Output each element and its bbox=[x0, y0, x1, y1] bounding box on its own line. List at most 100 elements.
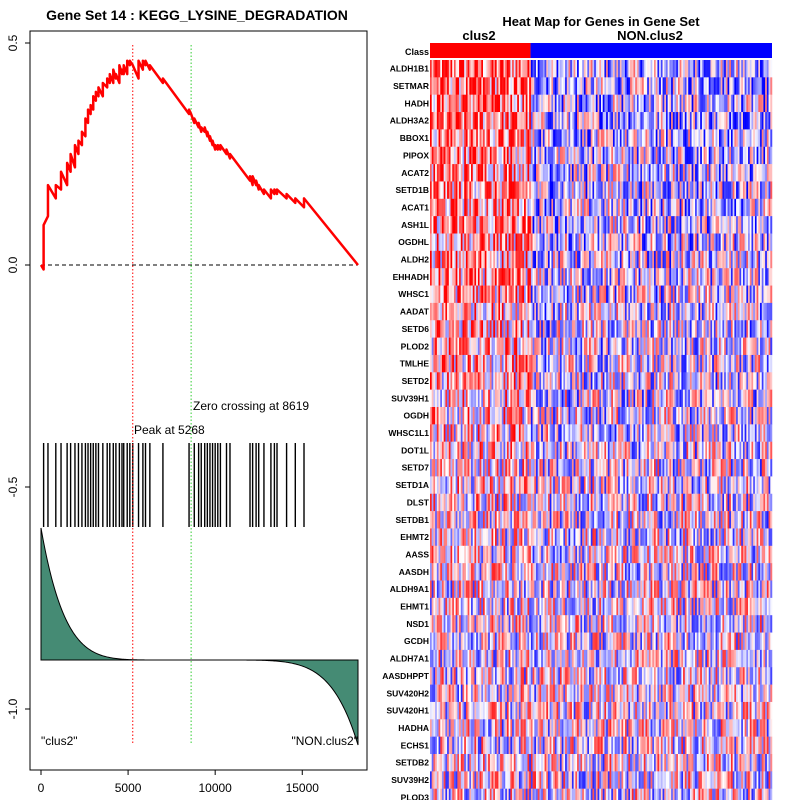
heat-cell bbox=[430, 94, 432, 113]
heat-cell bbox=[604, 164, 607, 182]
heat-cell bbox=[718, 77, 721, 95]
heat-cell bbox=[580, 198, 583, 217]
heat-cell bbox=[505, 285, 508, 304]
heat-cell bbox=[472, 337, 475, 356]
heat-cell bbox=[679, 372, 682, 390]
heat-cell bbox=[450, 320, 453, 338]
heat-cell bbox=[760, 389, 762, 408]
heat-cell bbox=[430, 129, 432, 147]
heat-cell bbox=[720, 60, 723, 78]
heat-cell bbox=[506, 424, 509, 442]
heat-cell bbox=[532, 198, 535, 217]
heat-cell bbox=[592, 250, 595, 269]
heat-cell bbox=[748, 285, 751, 304]
heat-cell bbox=[761, 372, 764, 390]
heat-cell bbox=[575, 94, 578, 113]
heat-cell bbox=[614, 77, 617, 95]
heat-cell bbox=[522, 285, 525, 304]
heat-cell bbox=[508, 285, 511, 304]
heat-cell bbox=[607, 354, 610, 373]
heat-cell bbox=[630, 389, 633, 408]
heat-cell bbox=[601, 320, 603, 338]
heat-cell bbox=[758, 233, 761, 252]
heat-cell bbox=[457, 285, 460, 304]
heat-cell bbox=[489, 476, 492, 494]
heat-cell bbox=[568, 112, 571, 130]
heat-cell bbox=[695, 285, 698, 304]
heat-cell bbox=[736, 216, 739, 234]
heat-cell bbox=[539, 146, 542, 165]
heat-cell bbox=[758, 60, 761, 78]
heat-cell bbox=[503, 337, 506, 356]
heat-cell bbox=[465, 320, 468, 338]
heat-cell bbox=[606, 233, 609, 252]
heat-cell bbox=[471, 268, 473, 286]
heat-cell bbox=[770, 268, 773, 286]
heat-cell bbox=[659, 407, 662, 425]
heat-cell bbox=[665, 285, 668, 304]
heat-cell bbox=[760, 164, 762, 182]
heat-cell bbox=[652, 407, 655, 425]
heat-cell bbox=[573, 198, 576, 217]
heat-cell bbox=[471, 354, 473, 373]
heat-cell bbox=[619, 441, 622, 460]
heat-cell bbox=[631, 285, 634, 304]
heat-cell bbox=[438, 198, 441, 217]
heat-cell bbox=[621, 233, 624, 252]
heat-cell bbox=[573, 129, 576, 147]
heat-cell bbox=[763, 250, 766, 269]
heat-cell bbox=[601, 233, 603, 252]
heat-cell bbox=[513, 285, 516, 304]
heat-cell bbox=[513, 476, 516, 494]
heat-cell bbox=[729, 389, 732, 408]
heat-cell bbox=[768, 233, 771, 252]
heat-cell bbox=[431, 424, 434, 442]
heat-cell bbox=[529, 285, 532, 304]
heat-cell bbox=[665, 389, 668, 408]
heat-cell bbox=[568, 94, 571, 113]
heat-cell bbox=[654, 441, 656, 460]
heat-cell bbox=[510, 198, 513, 217]
heat-cell bbox=[592, 233, 595, 252]
heat-cell bbox=[536, 164, 538, 182]
heat-cell bbox=[623, 181, 626, 200]
heat-cell bbox=[760, 407, 762, 425]
heat-cell bbox=[754, 181, 757, 200]
heat-cell bbox=[674, 60, 677, 78]
heat-cell bbox=[472, 407, 475, 425]
heat-cell bbox=[501, 181, 504, 200]
heat-cell bbox=[493, 77, 496, 95]
heat-cell bbox=[483, 233, 485, 252]
heat-cell bbox=[631, 94, 634, 113]
heat-cell bbox=[597, 129, 600, 147]
heat-cell bbox=[708, 268, 711, 286]
heat-cell bbox=[506, 441, 509, 460]
heat-cell bbox=[652, 268, 655, 286]
heat-cell bbox=[630, 285, 633, 304]
heat-cell bbox=[643, 198, 646, 217]
heat-cell bbox=[672, 424, 675, 442]
heat-cell bbox=[606, 320, 609, 338]
heat-cell bbox=[730, 94, 733, 113]
heat-cell bbox=[510, 60, 513, 78]
heat-cell bbox=[587, 459, 590, 477]
heat-cell bbox=[450, 285, 453, 304]
heat-cell bbox=[628, 94, 631, 113]
heat-cell bbox=[715, 459, 718, 477]
heat-cell bbox=[640, 441, 643, 460]
heat-cell bbox=[445, 129, 448, 147]
heat-cell bbox=[462, 250, 465, 269]
heat-cell bbox=[624, 198, 627, 217]
heat-cell bbox=[607, 60, 610, 78]
heat-cell bbox=[510, 320, 513, 338]
heat-cell bbox=[529, 459, 532, 477]
heat-cell bbox=[643, 302, 646, 321]
heat-cell bbox=[739, 441, 742, 460]
heat-cell bbox=[601, 250, 603, 269]
heat-cell bbox=[700, 216, 703, 234]
heat-cell bbox=[536, 320, 538, 338]
heat-cell bbox=[635, 268, 638, 286]
heat-cell bbox=[763, 146, 766, 165]
heat-cell bbox=[542, 320, 545, 338]
heat-cell bbox=[488, 198, 491, 217]
